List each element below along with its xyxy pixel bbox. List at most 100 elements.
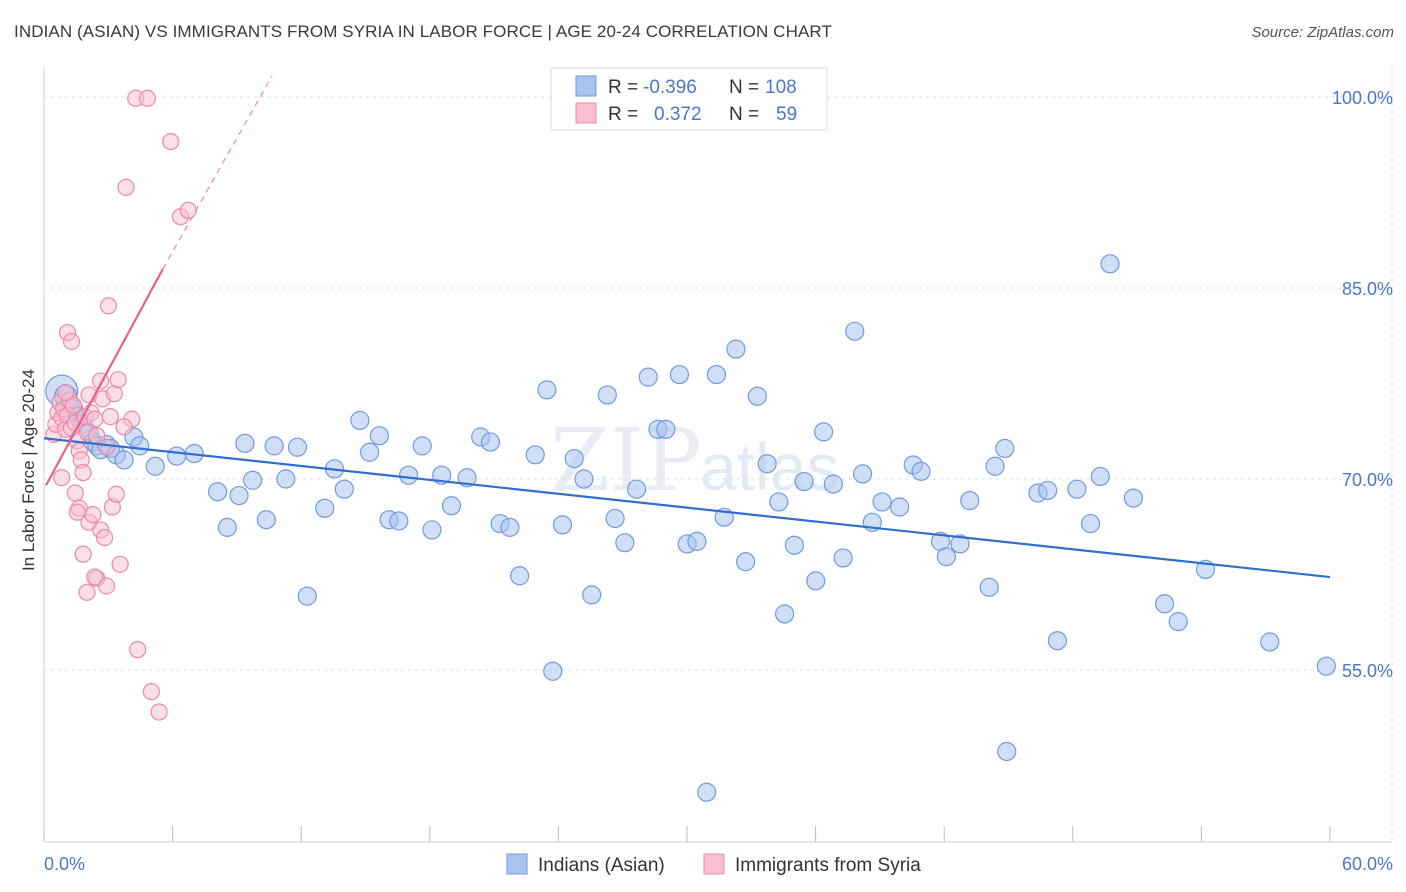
y-tick-label-100: 100.0%: [1332, 88, 1393, 108]
point-indians-asian: [1100, 254, 1120, 274]
point-immigrants-syria: [78, 583, 96, 601]
point-indians-asian: [823, 474, 843, 494]
point-indians-asian: [1080, 513, 1101, 534]
point-immigrants-syria: [138, 89, 157, 107]
point-indians-asian: [852, 464, 873, 484]
point-immigrants-syria: [101, 408, 120, 426]
point-indians-asian: [457, 468, 477, 488]
point-indians-asian: [626, 479, 647, 499]
point-indians-asian: [264, 436, 284, 456]
legend-r-label-1: R =: [608, 77, 638, 98]
y-axis-label: In Labor Force | Age 20-24: [19, 369, 38, 571]
point-indians-asian: [552, 515, 573, 535]
point-indians-asian: [167, 446, 187, 466]
point-indians-asian: [217, 517, 237, 537]
point-immigrants-syria: [56, 383, 75, 402]
legend-n-value-2: 59: [776, 104, 797, 125]
point-indians-asian: [669, 364, 690, 385]
point-immigrants-syria: [107, 485, 125, 503]
point-indians-asian: [208, 482, 228, 502]
bottom-legend-swatch-pink: [703, 853, 725, 875]
point-indians-asian: [747, 386, 767, 406]
point-indians-asian: [297, 586, 317, 606]
point-indians-asian: [510, 566, 530, 586]
point-indians-asian: [537, 380, 557, 400]
point-indians-asian: [1168, 612, 1188, 632]
point-immigrants-syria: [111, 555, 129, 573]
point-indians-asian: [833, 548, 853, 568]
point-indians-asian: [806, 571, 826, 591]
point-indians-asian: [656, 419, 676, 439]
trend-line-indians-asian: [43, 437, 1331, 579]
bottom-legend-swatch-blue: [506, 853, 528, 875]
point-indians-asian: [334, 479, 354, 499]
point-immigrants-syria: [142, 683, 160, 701]
point-immigrants-syria: [115, 418, 133, 436]
point-indians-asian: [315, 498, 335, 518]
point-indians-asian: [1154, 594, 1175, 614]
point-immigrants-syria: [62, 332, 81, 351]
point-immigrants-syria: [66, 484, 84, 502]
point-immigrants-syria: [68, 503, 86, 521]
point-indians-asian: [950, 534, 970, 554]
point-indians-asian: [615, 533, 635, 553]
point-indians-asian: [813, 422, 834, 442]
point-indians-asian: [1038, 480, 1058, 501]
point-immigrants-syria: [150, 703, 168, 721]
point-immigrants-syria: [99, 297, 118, 315]
point-indians-asian: [872, 492, 892, 512]
y-tick-labels: 55.0% 70.0% 85.0% 100.0%: [1332, 88, 1393, 681]
x-tick-label-max: 60.0%: [1342, 854, 1393, 874]
point-immigrants-syria: [129, 641, 147, 659]
point-immigrants-syria: [162, 132, 180, 151]
point-indians-asian: [936, 547, 956, 567]
series-indians-asian: [45, 254, 1336, 802]
point-indians-asian: [1090, 466, 1110, 487]
point-indians-asian: [794, 471, 814, 492]
point-indians-asian: [389, 511, 409, 531]
legend-swatch-pink: [575, 102, 597, 124]
point-indians-asian: [1260, 632, 1280, 652]
point-indians-asian: [757, 454, 777, 474]
y-tick-label-55: 55.0%: [1342, 661, 1393, 681]
y-tick-label-85: 85.0%: [1342, 279, 1393, 299]
legend-swatch-blue: [575, 75, 597, 97]
point-indians-asian: [889, 497, 910, 517]
point-indians-asian: [638, 367, 658, 387]
legend-n-label-1: N =: [729, 77, 759, 98]
point-indians-asian: [235, 433, 255, 453]
point-immigrants-syria: [109, 371, 127, 389]
legend-n-value-1: 108: [765, 77, 797, 98]
point-immigrants-syria: [95, 528, 114, 547]
point-indians-asian: [500, 517, 520, 537]
point-indians-asian: [769, 492, 789, 512]
point-indians-asian: [911, 461, 931, 481]
point-immigrants-syria: [97, 577, 116, 595]
point-indians-asian: [960, 491, 980, 511]
point-immigrants-syria: [74, 545, 92, 563]
point-immigrants-syria: [74, 464, 92, 482]
point-indians-asian: [441, 496, 462, 516]
point-indians-asian: [276, 469, 296, 489]
point-indians-asian: [697, 782, 717, 802]
point-indians-asian: [130, 436, 150, 456]
point-immigrants-syria: [84, 506, 102, 524]
point-indians-asian: [229, 485, 249, 506]
point-indians-asian: [287, 437, 308, 457]
point-indians-asian: [597, 385, 617, 405]
point-indians-asian: [1316, 656, 1336, 676]
series-legend: Indians (Asian) Immigrants from Syria: [506, 853, 921, 876]
correlation-legend: R = -0.396 N = 108 R = 0.372 N = 59: [550, 67, 828, 131]
point-indians-asian: [243, 470, 263, 490]
trend-lines: [43, 75, 1331, 579]
point-indians-asian: [726, 339, 746, 359]
point-indians-asian: [360, 442, 380, 462]
point-indians-asian: [1047, 631, 1068, 651]
point-indians-asian: [985, 456, 1005, 476]
point-immigrants-syria: [117, 178, 135, 197]
legend-r-value-1: -0.396: [643, 77, 697, 98]
legend-r-value-2: 0.372: [654, 104, 702, 125]
series-immigrants-syria: [45, 89, 197, 721]
point-indians-asian: [582, 585, 602, 605]
